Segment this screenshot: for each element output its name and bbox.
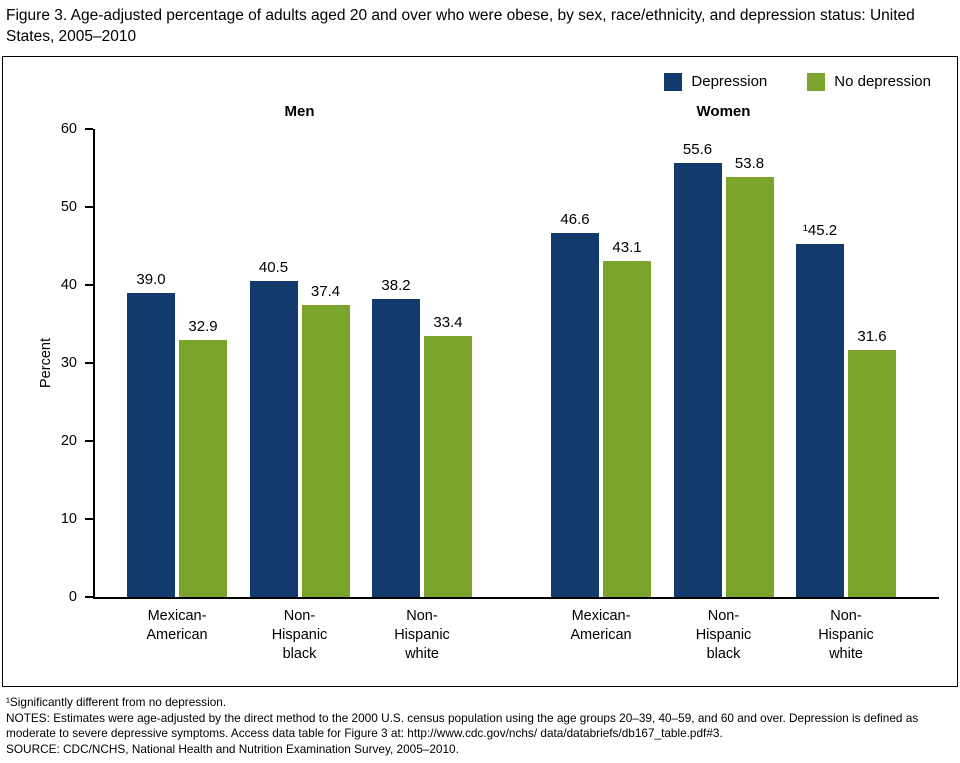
- y-tick-label: 60: [60, 120, 77, 137]
- bar-value-label: 53.8: [734, 155, 765, 173]
- bar-no-depression: [179, 340, 227, 597]
- x-axis-line: [93, 596, 939, 599]
- x-category-label: Non- Hispanic white: [818, 607, 874, 663]
- bar-value-label: 40.5: [258, 258, 289, 276]
- bar-value-label: 39.0: [136, 270, 166, 288]
- legend-item-depression: Depression: [664, 72, 768, 91]
- x-category-label: Non- Hispanic white: [394, 607, 450, 663]
- footnotes: ¹Significantly different from no depress…: [0, 687, 958, 758]
- bar-value-label: 33.4: [433, 314, 463, 332]
- bar-no-depression: [603, 260, 651, 597]
- y-tick-mark: [85, 205, 93, 208]
- figure-title: Figure 3. Age-adjusted percentage of adu…: [6, 7, 915, 45]
- y-tick-label: 40: [60, 276, 77, 293]
- plot-area: Percent 0 10 20 30 40 50 60 Men 39.0 32.9 Mexican- …: [3, 57, 957, 686]
- footnote-significance: ¹Significantly different from no depress…: [6, 694, 227, 709]
- bar-value-label: 46.6: [560, 211, 590, 229]
- x-category-label: Non- Hispanic black: [271, 607, 328, 663]
- bar-value-label: 43.1: [612, 238, 642, 256]
- bar-value-label: ¹45.2: [802, 222, 838, 240]
- bar-value-label: 37.4: [310, 283, 341, 301]
- footnote-source: SOURCE: CDC/NCHS, National Health and Nu…: [6, 741, 459, 756]
- legend-label-depression: Depression: [691, 73, 768, 91]
- x-category-label: Mexican- American: [570, 607, 632, 643]
- legend-item-no-depression: No depression: [807, 72, 931, 91]
- y-tick-label: 30: [60, 354, 77, 371]
- chart-container: Depression No depression Percent 0 10 20 30 40…: [2, 55, 958, 687]
- chart-legend: Depression No depression: [664, 72, 931, 91]
- legend-label-no-depression: No depression: [834, 73, 931, 91]
- bar-depression: [673, 163, 722, 597]
- x-category-label: Non- Hispanic black: [695, 607, 752, 663]
- y-tick-mark: [85, 439, 93, 442]
- y-tick-mark: [85, 517, 93, 520]
- y-tick-label: 0: [68, 588, 77, 605]
- bar-value-label: 32.9: [188, 318, 218, 336]
- bar-value-label: 31.6: [857, 328, 887, 346]
- y-tick-mark: [85, 283, 93, 286]
- bar-depression: [372, 298, 420, 597]
- y-tick-label: 20: [60, 432, 77, 449]
- footnote-notes: NOTES: Estimates were age-adjusted by th…: [6, 710, 919, 741]
- bar-value-label: 38.2: [381, 276, 411, 294]
- bar-depression: [249, 280, 298, 597]
- y-tick-mark: [85, 127, 93, 130]
- bar-depression: [796, 244, 844, 597]
- group-label-women: Women: [696, 102, 751, 120]
- bar-depression: [127, 292, 175, 597]
- y-tick-label: 50: [60, 198, 77, 215]
- group-label-men: Men: [284, 102, 315, 120]
- x-category-label: Mexican- American: [146, 607, 208, 643]
- bar-value-label: 55.6: [682, 141, 713, 159]
- legend-swatch-depression: [664, 72, 683, 91]
- y-axis-line: [93, 128, 95, 599]
- bar-no-depression: [848, 350, 896, 597]
- y-tick-label: 10: [60, 510, 77, 527]
- bar-depression: [551, 233, 599, 597]
- y-tick-mark: [85, 361, 93, 364]
- bar-no-depression: [301, 305, 350, 597]
- legend-swatch-no-depression: [807, 72, 826, 91]
- y-tick-mark: [85, 595, 93, 598]
- bar-no-depression: [725, 177, 774, 597]
- bar-no-depression: [424, 336, 472, 597]
